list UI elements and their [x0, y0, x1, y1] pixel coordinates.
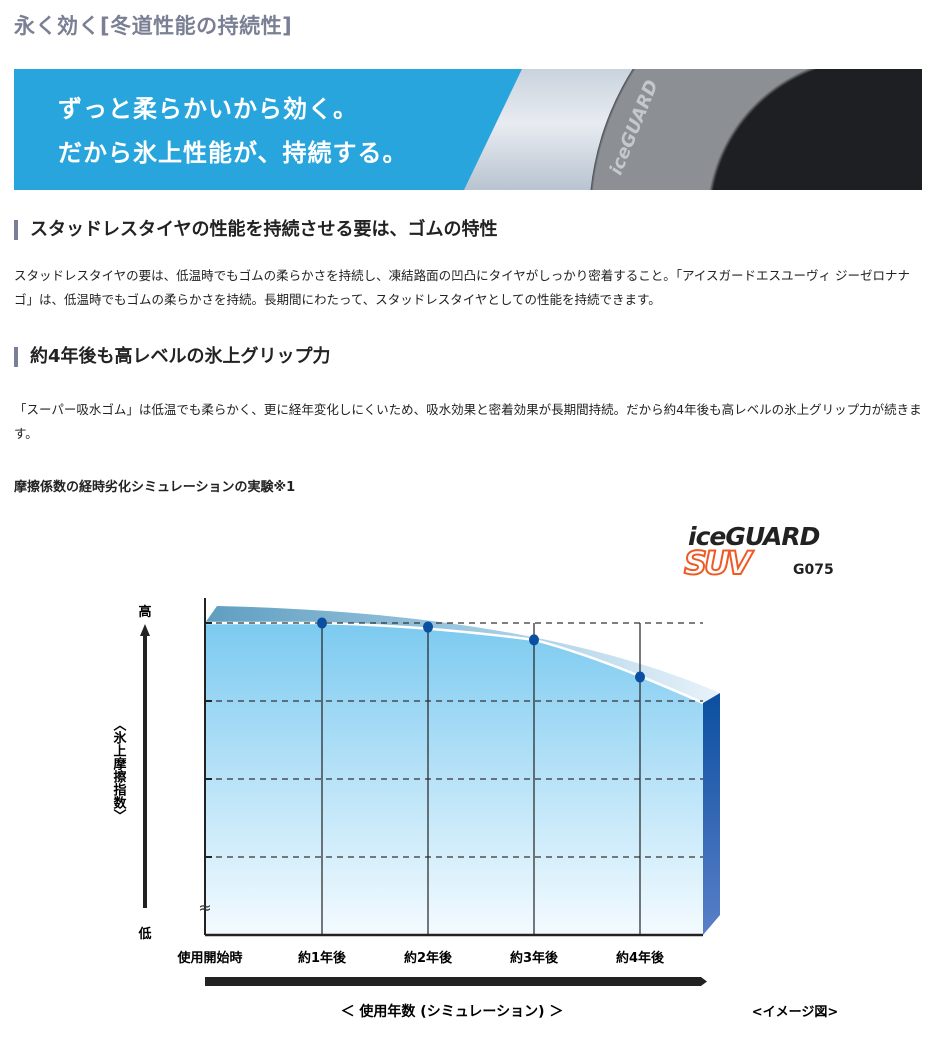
y-low-label: 低 [137, 926, 151, 942]
logo-suv: SUV [683, 543, 753, 583]
page-title: 永く効く[冬道性能の持続性] [14, 14, 293, 38]
hero-line-2: だから氷上性能が、持続する。 [58, 139, 408, 167]
hero-banner: iceGUARD ずっと柔らかいから効く。 だから氷上性能が、持続する。 [14, 69, 922, 190]
hero-line-1: ずっと柔らかいから効く。 [58, 95, 358, 123]
y-arrow-head [140, 624, 150, 636]
data-point [423, 621, 433, 633]
y-high-label: 高 [138, 604, 151, 620]
data-point [317, 617, 327, 629]
x-axis-label: ＜ 使用年数 (シミュレーション) ＞ [341, 1003, 564, 1020]
logo-iceguard: iceGUARD [688, 522, 820, 551]
iceguard-suv-logo: iceGUARD SUV G075 [683, 522, 858, 583]
chart-heading: 摩擦係数の経時劣化シミュレーションの実験※1 [14, 480, 296, 495]
section-body-2: 「スーパー吸水ゴム」は低温でも柔らかく、更に経年変化しにくいため、吸水効果と密着… [14, 402, 922, 441]
x-tick-label: 約3年後 [510, 950, 559, 966]
section-heading-1: スタッドレスタイヤの性能を持続させる要は、ゴムの特性 [14, 220, 497, 240]
x-arrow [205, 977, 701, 986]
chart-top-face [205, 606, 720, 703]
x-tick-label: 約4年後 [616, 950, 665, 966]
tire-photo [464, 69, 922, 190]
x-tick-label: 約1年後 [298, 950, 347, 966]
tire-image [589, 69, 922, 190]
x-arrow-head [701, 977, 707, 986]
logo-model: G075 [793, 562, 834, 578]
axis-break-icon: ≈ [198, 898, 211, 917]
x-tick-label: 約2年後 [404, 950, 453, 966]
image-note: <イメージ図> [752, 1005, 839, 1020]
x-tick-label: 使用開始時 [176, 950, 242, 966]
data-point [529, 634, 539, 646]
data-point [635, 671, 645, 683]
chart-side-face [703, 692, 720, 935]
section-body-1: スタッドレスタイヤの要は、低温時でもゴムの柔らかさを持続し、凍結路面の凹凸にタイ… [14, 268, 910, 307]
y-axis-label: 〈氷上摩擦指数〉 [111, 718, 127, 822]
friction-chart: ≈ 使用開始時 約1年後 約2年後 約3年後 約4年後 高 低 〈氷上摩擦指数〉 ＜ 使用… [111, 598, 839, 1020]
section-heading-2: 約4年後も高レベルの氷上グリップ力 [14, 347, 331, 367]
